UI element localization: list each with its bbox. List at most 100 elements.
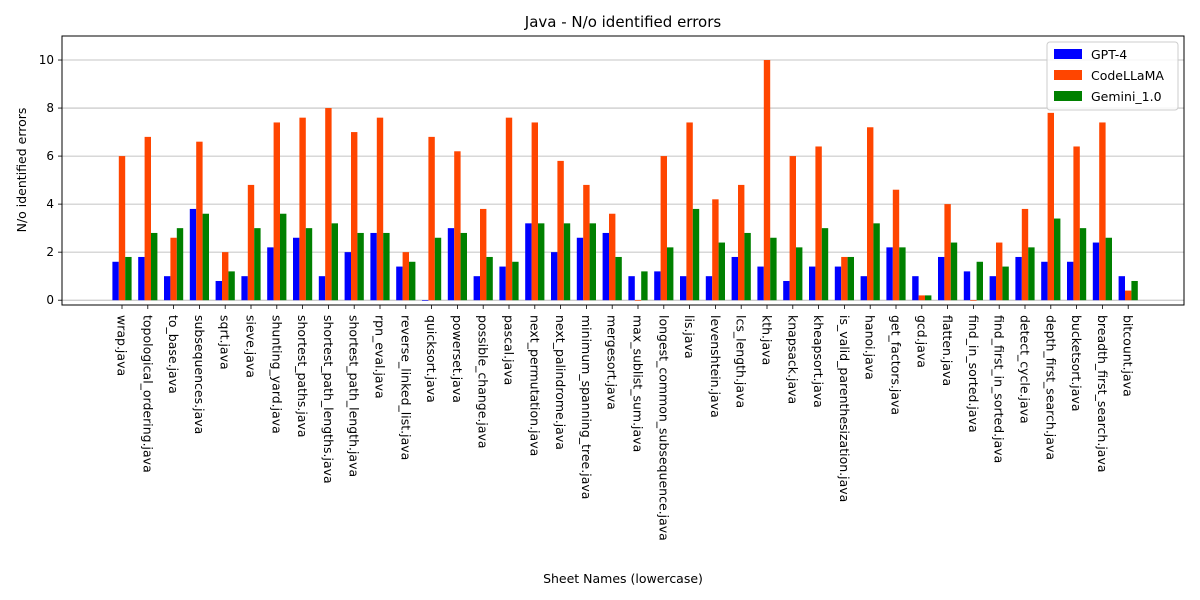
x-tick-label: mergesort.java (605, 315, 620, 410)
bar-gemini-1-0-gcd-java (925, 295, 932, 301)
bar-codellama-minimum-spanning-tree-java (583, 184, 590, 301)
chart-title: Java - N/o identified errors (524, 13, 722, 31)
bar-codellama-shunting-yard-java (273, 122, 280, 301)
x-tick-label: is_valid_parenthesization.java (837, 315, 852, 502)
x-tick-label: to_base.java (166, 315, 181, 394)
bar-gemini-1-0-max-sublist-sum-java (641, 271, 648, 301)
bar-gemini-1-0-shortest-path-length-java (357, 232, 364, 301)
bar-gemini-1-0-topological-ordering-java (151, 232, 158, 301)
bar-gpt-4-pascal-java (499, 266, 506, 301)
bar-codellama-next-palindrome-java (557, 160, 564, 301)
bar-gpt-4-levenshtein-java (705, 276, 713, 301)
legend-label: Gemini_1.0 (1091, 89, 1162, 104)
bar-gemini-1-0-shortest-paths-java (305, 228, 313, 301)
bar-gpt-4-find-in-sorted-java (963, 271, 971, 301)
bar-gpt-4-shortest-paths-java (293, 237, 300, 301)
bar-gpt-4-next-palindrome-java (551, 252, 558, 301)
y-tick-label: 6 (46, 149, 54, 163)
bar-gemini-1-0-levenshtein-java (718, 242, 725, 301)
x-tick-label: flatten.java (940, 315, 955, 386)
bar-gpt-4-hanoi-java (860, 276, 867, 301)
x-tick-label: max_sublist_sum.java (631, 315, 646, 452)
x-tick-label: possible_change.java (476, 315, 491, 449)
bar-codellama-gcd-java (918, 295, 925, 301)
x-tick-label: subsequences.java (192, 315, 207, 434)
bar-codellama-hanoi-java (867, 127, 874, 301)
x-tick-label: shortest_path_length.java (347, 315, 362, 477)
bar-gemini-1-0-lcs-length-java (744, 232, 751, 301)
x-tick-label: bitcount.java (1121, 315, 1136, 397)
legend-label: CodeLLaMA (1091, 68, 1164, 83)
bar-gemini-1-0-wrap-java (125, 256, 132, 301)
bar-codellama-find-first-in-sorted-java (996, 242, 1003, 301)
x-tick-label: lcs_length.java (734, 315, 749, 408)
bar-gemini-1-0-pascal-java (512, 261, 519, 301)
bar-gemini-1-0-mergesort-java (615, 256, 622, 301)
x-axis: wrap.java topological_ordering.java to_bas… (115, 305, 1136, 541)
bar-gemini-1-0-detect-cycle-java (1028, 247, 1035, 301)
x-tick-label: levenshtein.java (708, 315, 723, 418)
bar-gpt-4-sieve-java (241, 276, 248, 301)
bar-gpt-4-bucketsort-java (1067, 261, 1074, 301)
bar-gemini-1-0-sqrt-java (228, 271, 235, 301)
bar-gpt-4-powerset-java (447, 228, 455, 301)
legend-swatch (1054, 70, 1082, 80)
x-tick-label: breadth_first_search.java (1095, 315, 1110, 473)
plot-frame (61, 35, 1185, 306)
bar-gpt-4-lis-java (680, 276, 687, 301)
y-axis-title: N/o identified errors (14, 108, 29, 233)
x-tick-label: next_palindrome.java (553, 315, 568, 450)
bar-gpt-4-longest-common-subsequence-java (654, 271, 661, 301)
y-tick-label: 8 (46, 101, 54, 115)
bar-gemini-1-0-shunting-yard-java (280, 213, 287, 301)
y-tick-label: 4 (46, 197, 54, 211)
y-tick-label: 2 (46, 245, 54, 259)
bar-gpt-4-max-sublist-sum-java (628, 276, 635, 301)
bar-gemini-1-0-breadth-first-search-java (1105, 237, 1112, 301)
bar-gpt-4-shortest-path-length-java (344, 252, 351, 301)
bar-gpt-4-next-permutation-java (525, 223, 532, 301)
x-tick-label: next_permutation.java (527, 315, 542, 456)
bar-gemini-1-0-get-factors-java (899, 247, 906, 301)
bar-codellama-flatten-java (944, 204, 951, 301)
bar-gemini-1-0-depth-first-search-java (1054, 218, 1061, 301)
bar-gemini-1-0-reverse-linked-list-java (409, 261, 416, 301)
bar-codellama-get-factors-java (892, 189, 900, 301)
bar-gemini-1-0-powerset-java (460, 232, 467, 301)
x-tick-label: sqrt.java (218, 315, 233, 370)
x-tick-label: find_in_sorted.java (966, 315, 981, 433)
bar-codellama-pascal-java (505, 117, 513, 301)
bar-gemini-1-0-next-palindrome-java (563, 223, 571, 301)
bar-gpt-4-breadth-first-search-java (1092, 242, 1100, 301)
bar-codellama-topological-ordering-java (144, 136, 151, 301)
bar-gemini-1-0-sieve-java (254, 228, 261, 301)
bar-codellama-sqrt-java (222, 252, 229, 301)
legend-swatch (1054, 49, 1082, 59)
bar-gpt-4-possible-change-java (473, 276, 480, 301)
x-tick-label: lis.java (682, 315, 697, 359)
bar-codellama-breadth-first-search-java (1099, 122, 1106, 301)
bar-gpt-4-reverse-linked-list-java (396, 266, 403, 301)
x-tick-label: sieve.java (244, 315, 259, 378)
x-tick-label: quicksort.java (424, 315, 439, 403)
bar-gpt-4-subsequences-java (189, 208, 197, 301)
legend-swatch (1054, 91, 1082, 101)
bar-codellama-lis-java (686, 122, 693, 301)
bar-gemini-1-0-next-permutation-java (538, 223, 545, 301)
bar-gemini-1-0-hanoi-java (873, 223, 880, 301)
bar-codellama-to-base-java (170, 237, 177, 301)
bar-codellama-shortest-path-length-java (351, 132, 358, 301)
bar-codellama-powerset-java (454, 151, 461, 301)
x-tick-label: hanoi.java (863, 315, 878, 380)
bar-codellama-shortest-paths-java (299, 117, 306, 301)
bar-gemini-1-0-lis-java (692, 208, 700, 301)
bar-gemini-1-0-bucketsort-java (1079, 228, 1087, 301)
y-tick-label: 0 (46, 293, 54, 307)
bar-gemini-1-0-knapsack-java (796, 247, 803, 301)
bar-gemini-1-0-kth-java (770, 237, 777, 301)
bars (112, 60, 1138, 301)
x-tick-label: shunting_yard.java (269, 315, 284, 434)
bar-gemini-1-0-find-first-in-sorted-java (1002, 266, 1009, 301)
legend: GPT-4 CodeLLaMA Gemini_1.0 (1046, 41, 1179, 111)
